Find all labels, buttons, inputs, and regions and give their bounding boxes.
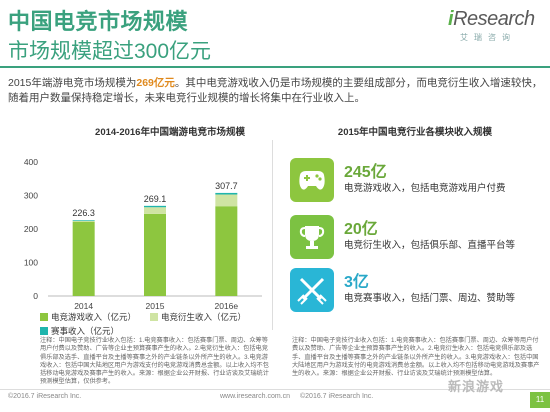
intro-highlight: 269亿元 (136, 77, 175, 89)
logo-brand-text: Research (453, 8, 535, 30)
intro-part2: 。其中电竞游戏收入仍是市场规模的主要组成部分，而电竞衍生收入增速较快，随着用户数… (8, 77, 543, 104)
left-chart-title: 2014-2016年中国端游电竞市场规模 (95, 127, 245, 138)
legend-swatch (40, 327, 48, 335)
segment-value: 20亿 (344, 221, 378, 238)
legend-swatch (40, 313, 48, 321)
sina-watermark: 新浪游戏 (448, 379, 505, 394)
y-tick-label: 400 (24, 157, 38, 167)
intro-paragraph: 2015年端游电竞市场规模为269亿元。其中电竞游戏收入仍是市场规模的主要组成部… (8, 76, 543, 106)
bar-segment (215, 194, 238, 207)
footer-url: www.iresearch.com.cn (220, 393, 291, 400)
gamepad-icon (290, 158, 334, 202)
logo-cn: 艾瑞咨询 (460, 33, 516, 42)
bar-chart: 0 100 200 300 400 226.3 2014 269.1 2015 307.7 2016… (24, 157, 262, 310)
trophy-icon (290, 215, 334, 259)
y-tick-label: 0 (33, 291, 38, 301)
segment-value: 3亿 (344, 274, 369, 291)
logo-brand-i: i (448, 8, 454, 30)
notes-right: 注释：中国电子竞技行业收入包括：1.电竞赛事收入：包括赛事门票、周边、众筹等用户… (292, 337, 540, 378)
header-divider (0, 66, 550, 68)
data-label: 269.1 (144, 194, 167, 204)
segment-derivative-revenue: 20亿 电竞衍生收入，包括俱乐部、直播平台等 (290, 215, 540, 265)
iresearch-logo: iResearch 艾瑞咨询 (448, 8, 535, 44)
bar-segment (72, 220, 95, 222)
x-tick-label: 2016e (215, 301, 239, 310)
page-subtitle: 市场规模超过300亿元 (8, 40, 212, 63)
segment-value: 245亿 (344, 164, 387, 181)
intro-part1: 2015年端游电竞市场规模为 (8, 77, 137, 89)
segment-desc: 电竞衍生收入，包括俱乐部、直播平台等 (344, 240, 516, 251)
bar-segment (72, 220, 95, 221)
legend-label: 赛事收入（亿元） (51, 326, 120, 336)
notes-left: 注释：中国电子竞技行业收入包括：1.电竞赛事收入：包括赛事门票、周边、众筹等用户… (40, 337, 269, 386)
bar-segment (215, 192, 238, 195)
page-title: 中国电竞市场规模 (8, 9, 189, 34)
data-label: 226.3 (72, 208, 95, 218)
page-number: 11 (530, 392, 550, 408)
crossed-swords-icon (290, 268, 334, 312)
footer-copyright: ©2016.7 iResearch Inc. (8, 393, 82, 400)
chart-divider (272, 140, 273, 330)
x-tick-label: 2014 (74, 301, 93, 310)
segment-desc: 电竞赛事收入，包括门票、周边、赞助等 (344, 293, 516, 304)
chart-legend: 电竞游戏收入（亿元） 电竞衍生收入（亿元） 赛事收入（亿元） (40, 310, 270, 338)
bar-segment (144, 205, 166, 208)
bar-segment (144, 207, 166, 214)
y-tick-label: 100 (24, 258, 38, 268)
right-chart-title: 2015年中国电竞行业各模块收入规模 (337, 127, 493, 138)
segment-event-revenue: 3亿 电竞赛事收入，包括门票、周边、赞助等 (290, 268, 540, 318)
legend-item: 电竞游戏收入（亿元） (40, 310, 136, 324)
logo-brand: iResearch (448, 8, 535, 31)
legend-label: 电竞衍生收入（亿元） (161, 312, 247, 322)
bar-segment (144, 213, 166, 296)
segment-game-revenue: 245亿 电竞游戏收入，包括电竞游戏用户付费 (290, 158, 540, 208)
legend-item: 赛事收入（亿元） (40, 324, 119, 338)
segment-desc: 电竞游戏收入，包括电竞游戏用户付费 (344, 183, 506, 194)
bar-segment (72, 221, 95, 296)
legend-label: 电竞游戏收入（亿元） (51, 312, 137, 322)
legend-swatch (150, 313, 159, 321)
bar-segment (215, 206, 238, 296)
y-tick-label: 200 (24, 224, 38, 234)
legend-item: 电竞衍生收入（亿元） (150, 310, 246, 324)
footer-divider (0, 389, 550, 390)
x-tick-label: 2015 (146, 301, 165, 310)
footer-copyright-right: ©2016.7 iResearch Inc. (300, 393, 374, 400)
data-label: 307.7 (215, 181, 238, 191)
y-tick-label: 300 (24, 191, 38, 201)
